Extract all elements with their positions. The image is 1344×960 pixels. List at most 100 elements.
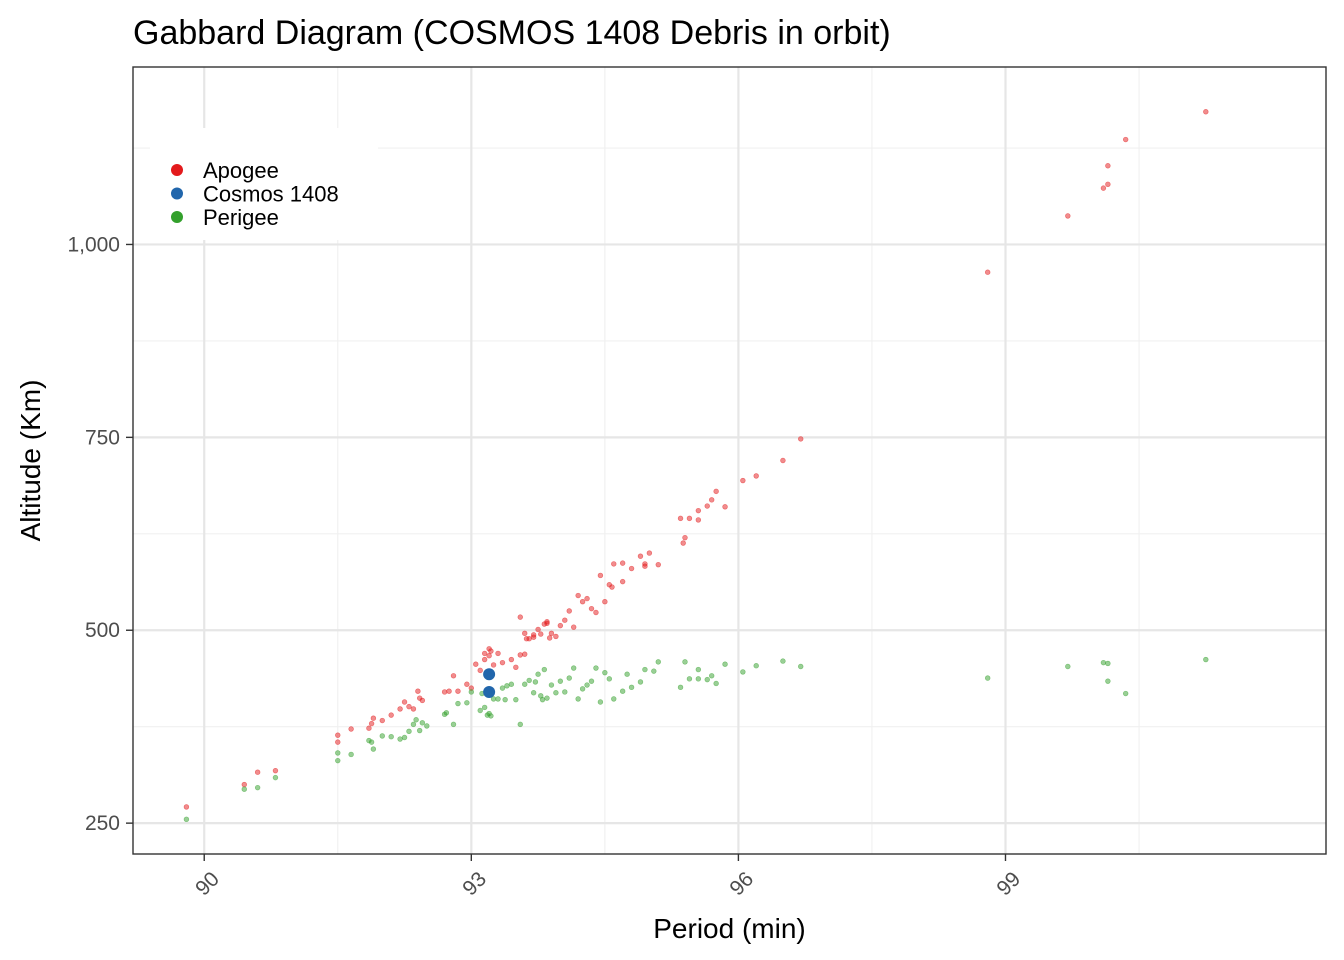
point-apogee (682, 534, 688, 541)
point-apogee (446, 688, 452, 694)
point-perigee (695, 666, 702, 673)
point-apogee (1065, 213, 1071, 219)
point-apogee (335, 732, 341, 738)
point-perigee (254, 784, 261, 791)
legend-key (171, 164, 183, 176)
point-apogee (686, 515, 693, 522)
legend-key (171, 211, 183, 223)
point-apogee (388, 712, 394, 718)
point-perigee (499, 685, 506, 691)
point-apogee (546, 635, 553, 641)
point-apogee (740, 477, 746, 484)
point-apogee (566, 608, 572, 614)
point-apogee (490, 662, 497, 668)
point-perigee (611, 696, 617, 702)
y-axis: 250 500 750 1,000 (67, 233, 133, 835)
point-apogee (481, 656, 488, 663)
point-perigee (464, 700, 470, 706)
point-apogee (1122, 136, 1129, 143)
point-apogee (522, 651, 528, 657)
point-apogee (680, 540, 686, 546)
point-perigee (984, 675, 991, 681)
point-apogee (530, 634, 537, 640)
point-apogee (499, 659, 506, 666)
point-apogee (557, 622, 564, 629)
point-apogee (455, 688, 461, 694)
y-tick-label: 750 (85, 426, 120, 449)
point-apogee (544, 620, 550, 627)
point-perigee (517, 721, 523, 728)
legend-background (150, 128, 378, 240)
point-apogee (488, 648, 494, 654)
point-apogee (1105, 181, 1111, 187)
point-perigee (513, 696, 519, 703)
point-perigee (370, 746, 377, 752)
point-perigee (708, 673, 715, 679)
point-perigee (686, 676, 693, 682)
point-perigee (397, 736, 403, 742)
point-perigee (1105, 678, 1111, 684)
point-perigee (619, 688, 626, 694)
point-perigee (628, 684, 635, 691)
point-perigee (753, 663, 759, 669)
point-apogee (254, 769, 261, 775)
point-apogee (526, 636, 532, 642)
point-apogee (553, 633, 559, 640)
point-perigee (388, 734, 394, 740)
legend-label: Perigee (203, 205, 279, 230)
point-perigee (522, 681, 528, 687)
point-perigee (419, 720, 426, 726)
point-apogee (637, 553, 644, 559)
point-apogee (410, 706, 417, 712)
point-apogee (522, 630, 528, 637)
point-perigee (544, 695, 550, 701)
point-apogee (753, 473, 759, 479)
point-perigee (401, 734, 408, 741)
point-apogee (619, 578, 626, 585)
point-apogee (486, 653, 492, 659)
point-cosmos-1408 (483, 685, 496, 698)
point-perigee (780, 658, 786, 664)
point-apogee (611, 561, 617, 567)
point-perigee (508, 681, 515, 687)
point-apogee (597, 572, 604, 579)
point-apogee (780, 457, 786, 464)
point-apogee (335, 739, 341, 745)
point-apogee (548, 630, 555, 637)
point-perigee (468, 689, 475, 695)
point-apogee (397, 706, 403, 712)
point-perigee (416, 727, 423, 734)
point-perigee (704, 676, 710, 683)
y-tick-label: 1,000 (67, 233, 120, 256)
y-tick-label: 500 (85, 619, 120, 642)
point-perigee (1122, 690, 1129, 697)
point-cosmos-1408 (483, 668, 496, 681)
point-perigee (541, 666, 548, 673)
point-apogee (419, 697, 426, 704)
point-apogee (713, 488, 719, 495)
point-apogee (473, 661, 479, 667)
legend-key (171, 187, 183, 200)
point-perigee (477, 707, 483, 714)
point-apogee (646, 550, 653, 556)
point-perigee (562, 689, 568, 695)
point-apogee (1105, 163, 1111, 169)
point-perigee (570, 665, 577, 671)
point-perigee (410, 721, 417, 728)
point-perigee (682, 659, 688, 665)
legend-label: Cosmos 1408 (203, 182, 339, 207)
point-perigee (539, 696, 546, 703)
point-perigee (348, 751, 354, 758)
point-perigee (593, 665, 599, 671)
point-perigee (579, 686, 586, 692)
point-perigee (272, 774, 279, 781)
legend-label: Apogee (203, 158, 279, 183)
point-perigee (532, 679, 539, 685)
point-perigee (588, 678, 595, 684)
plot-frame (132, 66, 1327, 855)
point-perigee (637, 679, 644, 685)
point-apogee (579, 598, 586, 605)
point-perigee (602, 669, 608, 676)
point-perigee (642, 666, 648, 673)
y-axis-title: Altitude (Km) (15, 380, 46, 542)
